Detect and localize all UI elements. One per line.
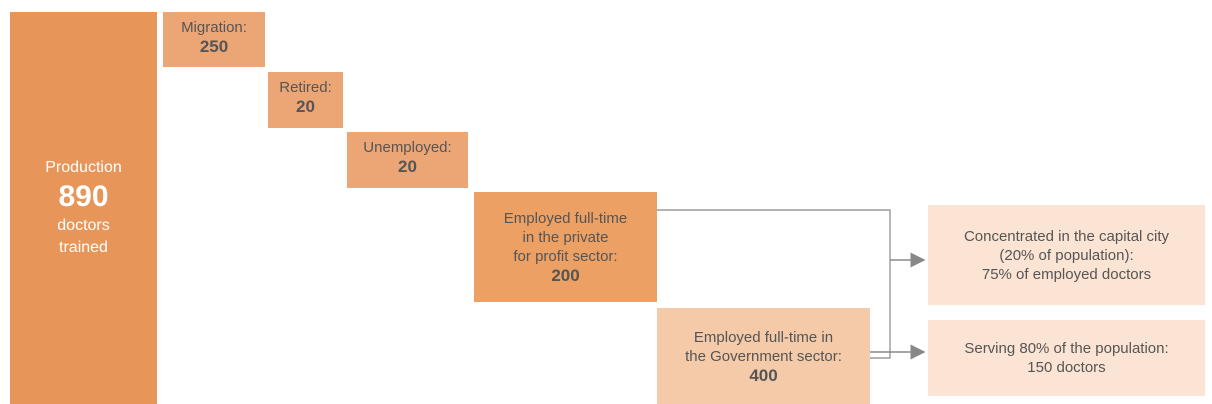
label: trained <box>59 239 108 256</box>
outcome-box: Serving 80% of the population: 150 docto… <box>928 320 1205 396</box>
label: for profit sector: <box>513 248 618 265</box>
label: 75% of employed doctors <box>981 265 1152 283</box>
value: 250 <box>199 37 229 56</box>
label: (20% of population): <box>999 246 1134 264</box>
label: Employed full-time <box>503 210 628 227</box>
label: Employed full-time in <box>693 328 834 346</box>
label: Concentrated in the capital city <box>963 227 1170 245</box>
employed-box: Employed full-time in the Government sec… <box>657 308 870 404</box>
label: Serving 80% of the population: <box>964 340 1169 357</box>
value: 400 <box>749 365 778 385</box>
label: Retired: <box>279 79 332 96</box>
value: 20 <box>296 97 315 116</box>
outflow-box: Retired: 20 <box>268 72 343 128</box>
label: doctors <box>57 217 110 234</box>
label: the Government sector: <box>685 347 842 365</box>
label: 150 doctors <box>1027 359 1106 376</box>
connector-line <box>657 209 891 359</box>
value: 20 <box>398 157 417 176</box>
label: in the private <box>522 229 609 246</box>
label: Migration: <box>181 19 247 36</box>
label: Unemployed: <box>363 139 452 156</box>
production-box: Production 890 doctors trained <box>10 12 157 404</box>
outflow-box: Unemployed: 20 <box>347 132 468 188</box>
outcome-box: Concentrated in the capital city (20% of… <box>928 205 1205 305</box>
employed-box: Employed full-time in the private for pr… <box>474 192 657 302</box>
value: 890 <box>58 180 109 213</box>
label: Production <box>45 159 122 176</box>
value: 200 <box>551 266 580 285</box>
outflow-box: Migration: 250 <box>163 12 265 67</box>
